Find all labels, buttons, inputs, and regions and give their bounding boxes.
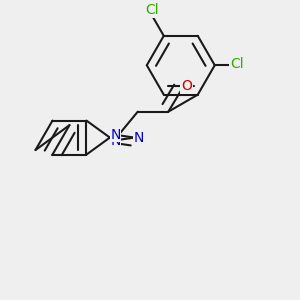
Text: N: N bbox=[110, 128, 121, 142]
Text: Cl: Cl bbox=[145, 3, 159, 17]
Text: O: O bbox=[181, 79, 192, 93]
Text: Cl: Cl bbox=[230, 57, 244, 71]
Text: N: N bbox=[134, 130, 144, 145]
Text: N: N bbox=[110, 134, 121, 148]
